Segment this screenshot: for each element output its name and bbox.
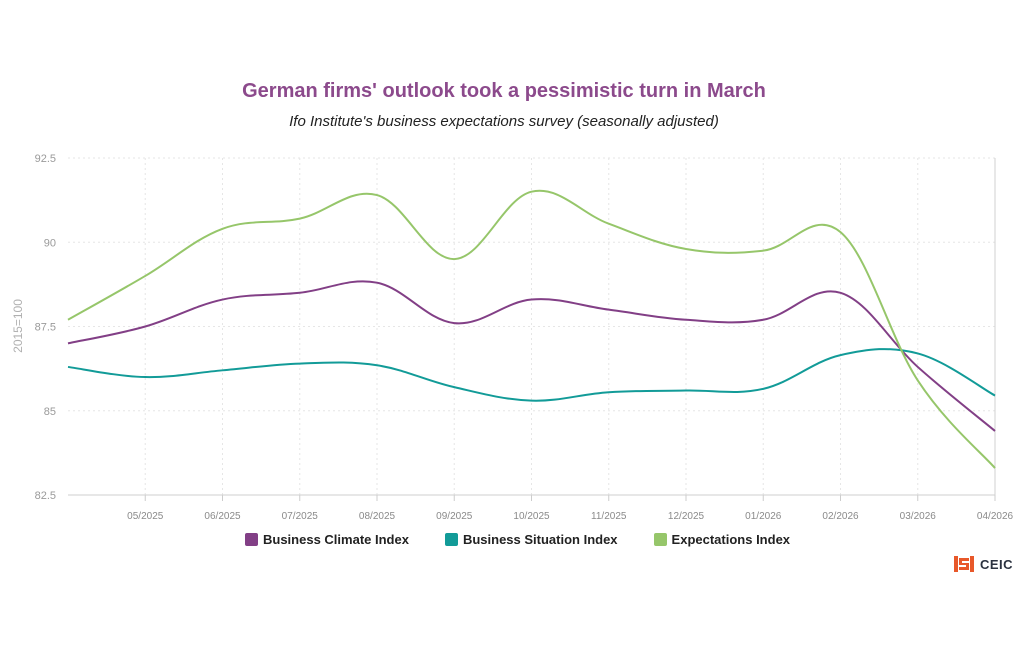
data-point-expectations-index[interactable] [838, 229, 844, 235]
brand-name: CEIC [980, 556, 1014, 572]
x-tick-label: 10/2025 [513, 511, 550, 522]
legend-item-expectations-index[interactable]: Expectations Index [653, 532, 791, 547]
data-point-expectations-index[interactable] [65, 317, 71, 323]
series-line-expectations-index [67, 189, 996, 469]
x-tick-label: 08/2025 [359, 511, 396, 522]
data-point-business-climate-index[interactable] [606, 307, 612, 313]
data-point-business-situation-index[interactable] [683, 388, 689, 394]
data-point-expectations-index[interactable] [606, 221, 612, 227]
data-point-business-situation-index[interactable] [142, 374, 148, 380]
data-point-expectations-index[interactable] [992, 465, 998, 471]
legend-label: Expectations Index [671, 532, 791, 547]
data-point-expectations-index[interactable] [529, 189, 535, 195]
y-tick-label: 90 [44, 237, 56, 249]
data-point-business-climate-index[interactable] [915, 364, 921, 370]
series-line-business-situation-index [67, 348, 996, 402]
data-point-business-situation-index[interactable] [220, 367, 226, 373]
data-point-business-situation-index[interactable] [65, 364, 71, 370]
data-point-expectations-index[interactable] [374, 192, 380, 198]
ceic-logo-icon [954, 556, 974, 572]
data-point-expectations-index[interactable] [451, 256, 457, 262]
data-point-business-situation-index[interactable] [992, 393, 998, 399]
data-point-business-situation-index[interactable] [297, 361, 303, 367]
data-point-business-climate-index[interactable] [992, 428, 998, 434]
legend-swatch [444, 533, 458, 546]
data-point-business-situation-index[interactable] [838, 352, 844, 358]
data-point-business-situation-index[interactable] [374, 362, 380, 368]
data-point-business-climate-index[interactable] [220, 297, 226, 303]
data-point-business-climate-index[interactable] [529, 297, 535, 303]
x-tick-label: 03/2026 [900, 511, 937, 522]
chart-subtitle: Ifo Institute's business expectations su… [289, 113, 719, 130]
legend: Business Climate Index Business Situation… [245, 532, 826, 547]
x-tick-label: 09/2025 [436, 511, 473, 522]
data-point-expectations-index[interactable] [760, 248, 766, 254]
data-point-business-climate-index[interactable] [374, 280, 380, 286]
data-point-business-situation-index[interactable] [451, 384, 457, 390]
chart-title: German firms' outlook took a pessimistic… [242, 80, 766, 102]
x-tick-label: 02/2026 [822, 511, 859, 522]
data-point-business-situation-index[interactable] [915, 350, 921, 356]
legend-swatch [245, 533, 258, 546]
x-tick-label: 06/2025 [204, 511, 241, 522]
data-point-expectations-index[interactable] [915, 377, 921, 383]
data-point-business-situation-index[interactable] [606, 389, 612, 395]
data-point-business-climate-index[interactable] [297, 290, 303, 296]
data-point-expectations-index[interactable] [220, 226, 226, 232]
data-point-expectations-index[interactable] [297, 216, 303, 222]
data-point-business-climate-index[interactable] [142, 324, 148, 330]
y-tick-label: 92.5 [35, 153, 56, 165]
legend-item-business-climate-index[interactable]: Business Climate Index [245, 532, 409, 547]
legend-label: Business Situation Index [462, 532, 618, 547]
x-tick-label: 04/2026 [977, 511, 1014, 522]
y-tick-label: 85 [44, 406, 56, 418]
legend-swatch [653, 533, 667, 546]
data-point-expectations-index[interactable] [142, 273, 148, 279]
axes: 82.5 85 87.5 90 92.5 05/2025 06/2025 07/2025 08/… [35, 153, 1014, 522]
y-tick-label: 82.5 [35, 490, 56, 502]
x-tick-label: 11/2025 [591, 511, 627, 522]
x-tick-label: 01/2026 [745, 511, 782, 522]
data-point-business-situation-index[interactable] [529, 398, 535, 404]
data-point-business-climate-index[interactable] [838, 290, 844, 296]
data-point-business-climate-index[interactable] [760, 317, 766, 323]
data-point-business-climate-index[interactable] [683, 317, 689, 323]
x-tick-label: 05/2025 [127, 511, 164, 522]
y-axis-label: 2015=100 [11, 299, 25, 353]
series-line-business-climate-index [67, 280, 996, 432]
data-point-business-climate-index[interactable] [65, 340, 71, 346]
x-tick-label: 12/2025 [668, 511, 705, 522]
data-point-business-situation-index[interactable] [760, 386, 766, 392]
data-point-expectations-index[interactable] [683, 246, 689, 252]
series-lines [65, 189, 998, 471]
brand-logo: CEIC [954, 556, 1013, 572]
grid [68, 157, 996, 496]
x-tick-label: 07/2025 [282, 511, 319, 522]
data-point-business-climate-index[interactable] [451, 320, 457, 326]
y-tick-label: 87.5 [35, 322, 56, 334]
legend-item-business-situation-index[interactable]: Business Situation Index [444, 532, 618, 547]
legend-label: Business Climate Index [263, 532, 409, 547]
